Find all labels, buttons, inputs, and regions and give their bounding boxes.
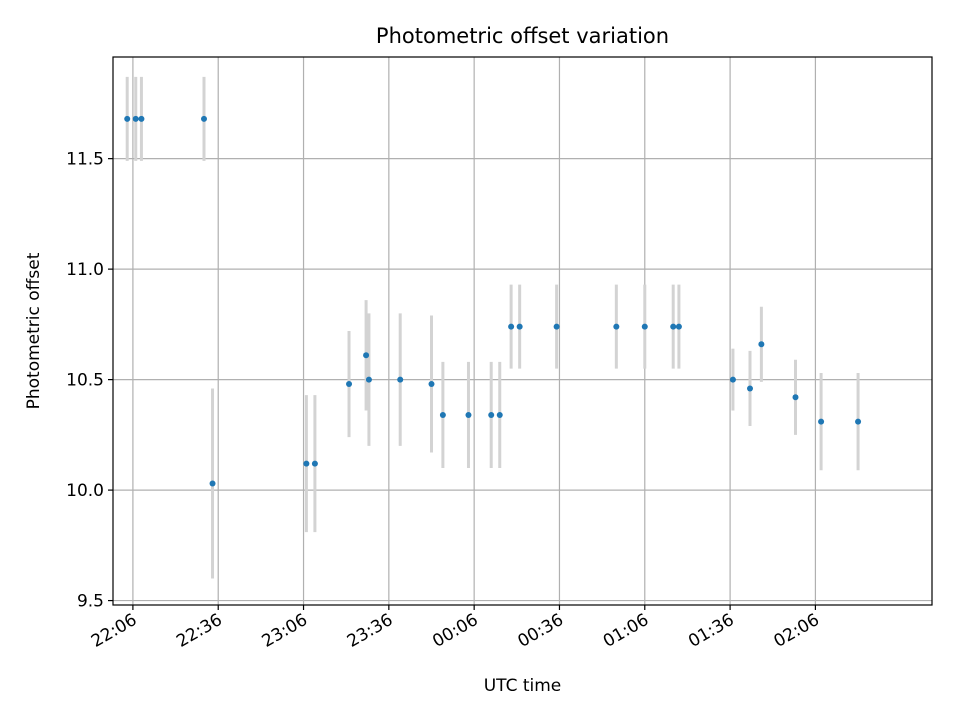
data-point <box>641 323 648 330</box>
data-point <box>818 418 825 425</box>
grid-lines <box>113 57 932 605</box>
data-points <box>124 115 862 487</box>
data-point <box>758 341 765 348</box>
data-point <box>124 115 131 122</box>
y-axis-title: Photometric offset <box>24 252 44 409</box>
data-point <box>675 323 682 330</box>
data-point <box>855 418 862 425</box>
data-point <box>670 323 677 330</box>
y-axis-ticks: 9.5 10.0 10.5 11.0 11.5 <box>66 150 113 612</box>
data-point <box>516 323 523 330</box>
data-point <box>365 376 372 383</box>
data-point <box>363 352 370 359</box>
data-point <box>488 411 495 418</box>
y-tick-label: 10.5 <box>66 371 104 391</box>
y-tick-label: 10.0 <box>66 481 104 501</box>
data-point <box>613 323 620 330</box>
y-tick-label: 9.5 <box>77 592 104 612</box>
y-tick-label: 11.5 <box>66 150 104 170</box>
data-point <box>303 460 310 467</box>
data-point <box>138 115 145 122</box>
data-point <box>747 385 753 392</box>
data-point <box>465 411 472 418</box>
data-point <box>792 394 799 401</box>
x-axis-title: UTC time <box>484 676 562 696</box>
data-point <box>201 115 207 122</box>
y-tick-label: 11.0 <box>66 260 104 280</box>
data-point <box>397 376 404 383</box>
data-point <box>209 480 216 487</box>
data-point <box>729 376 736 383</box>
data-point <box>508 323 515 330</box>
data-point <box>496 411 503 418</box>
data-point <box>311 460 318 467</box>
plot-frame <box>112 56 933 606</box>
data-point <box>553 323 560 330</box>
data-point <box>346 381 353 388</box>
data-point <box>439 411 446 418</box>
chart-title: Photometric offset variation <box>376 24 669 48</box>
data-point <box>428 381 435 388</box>
data-point <box>132 115 139 122</box>
